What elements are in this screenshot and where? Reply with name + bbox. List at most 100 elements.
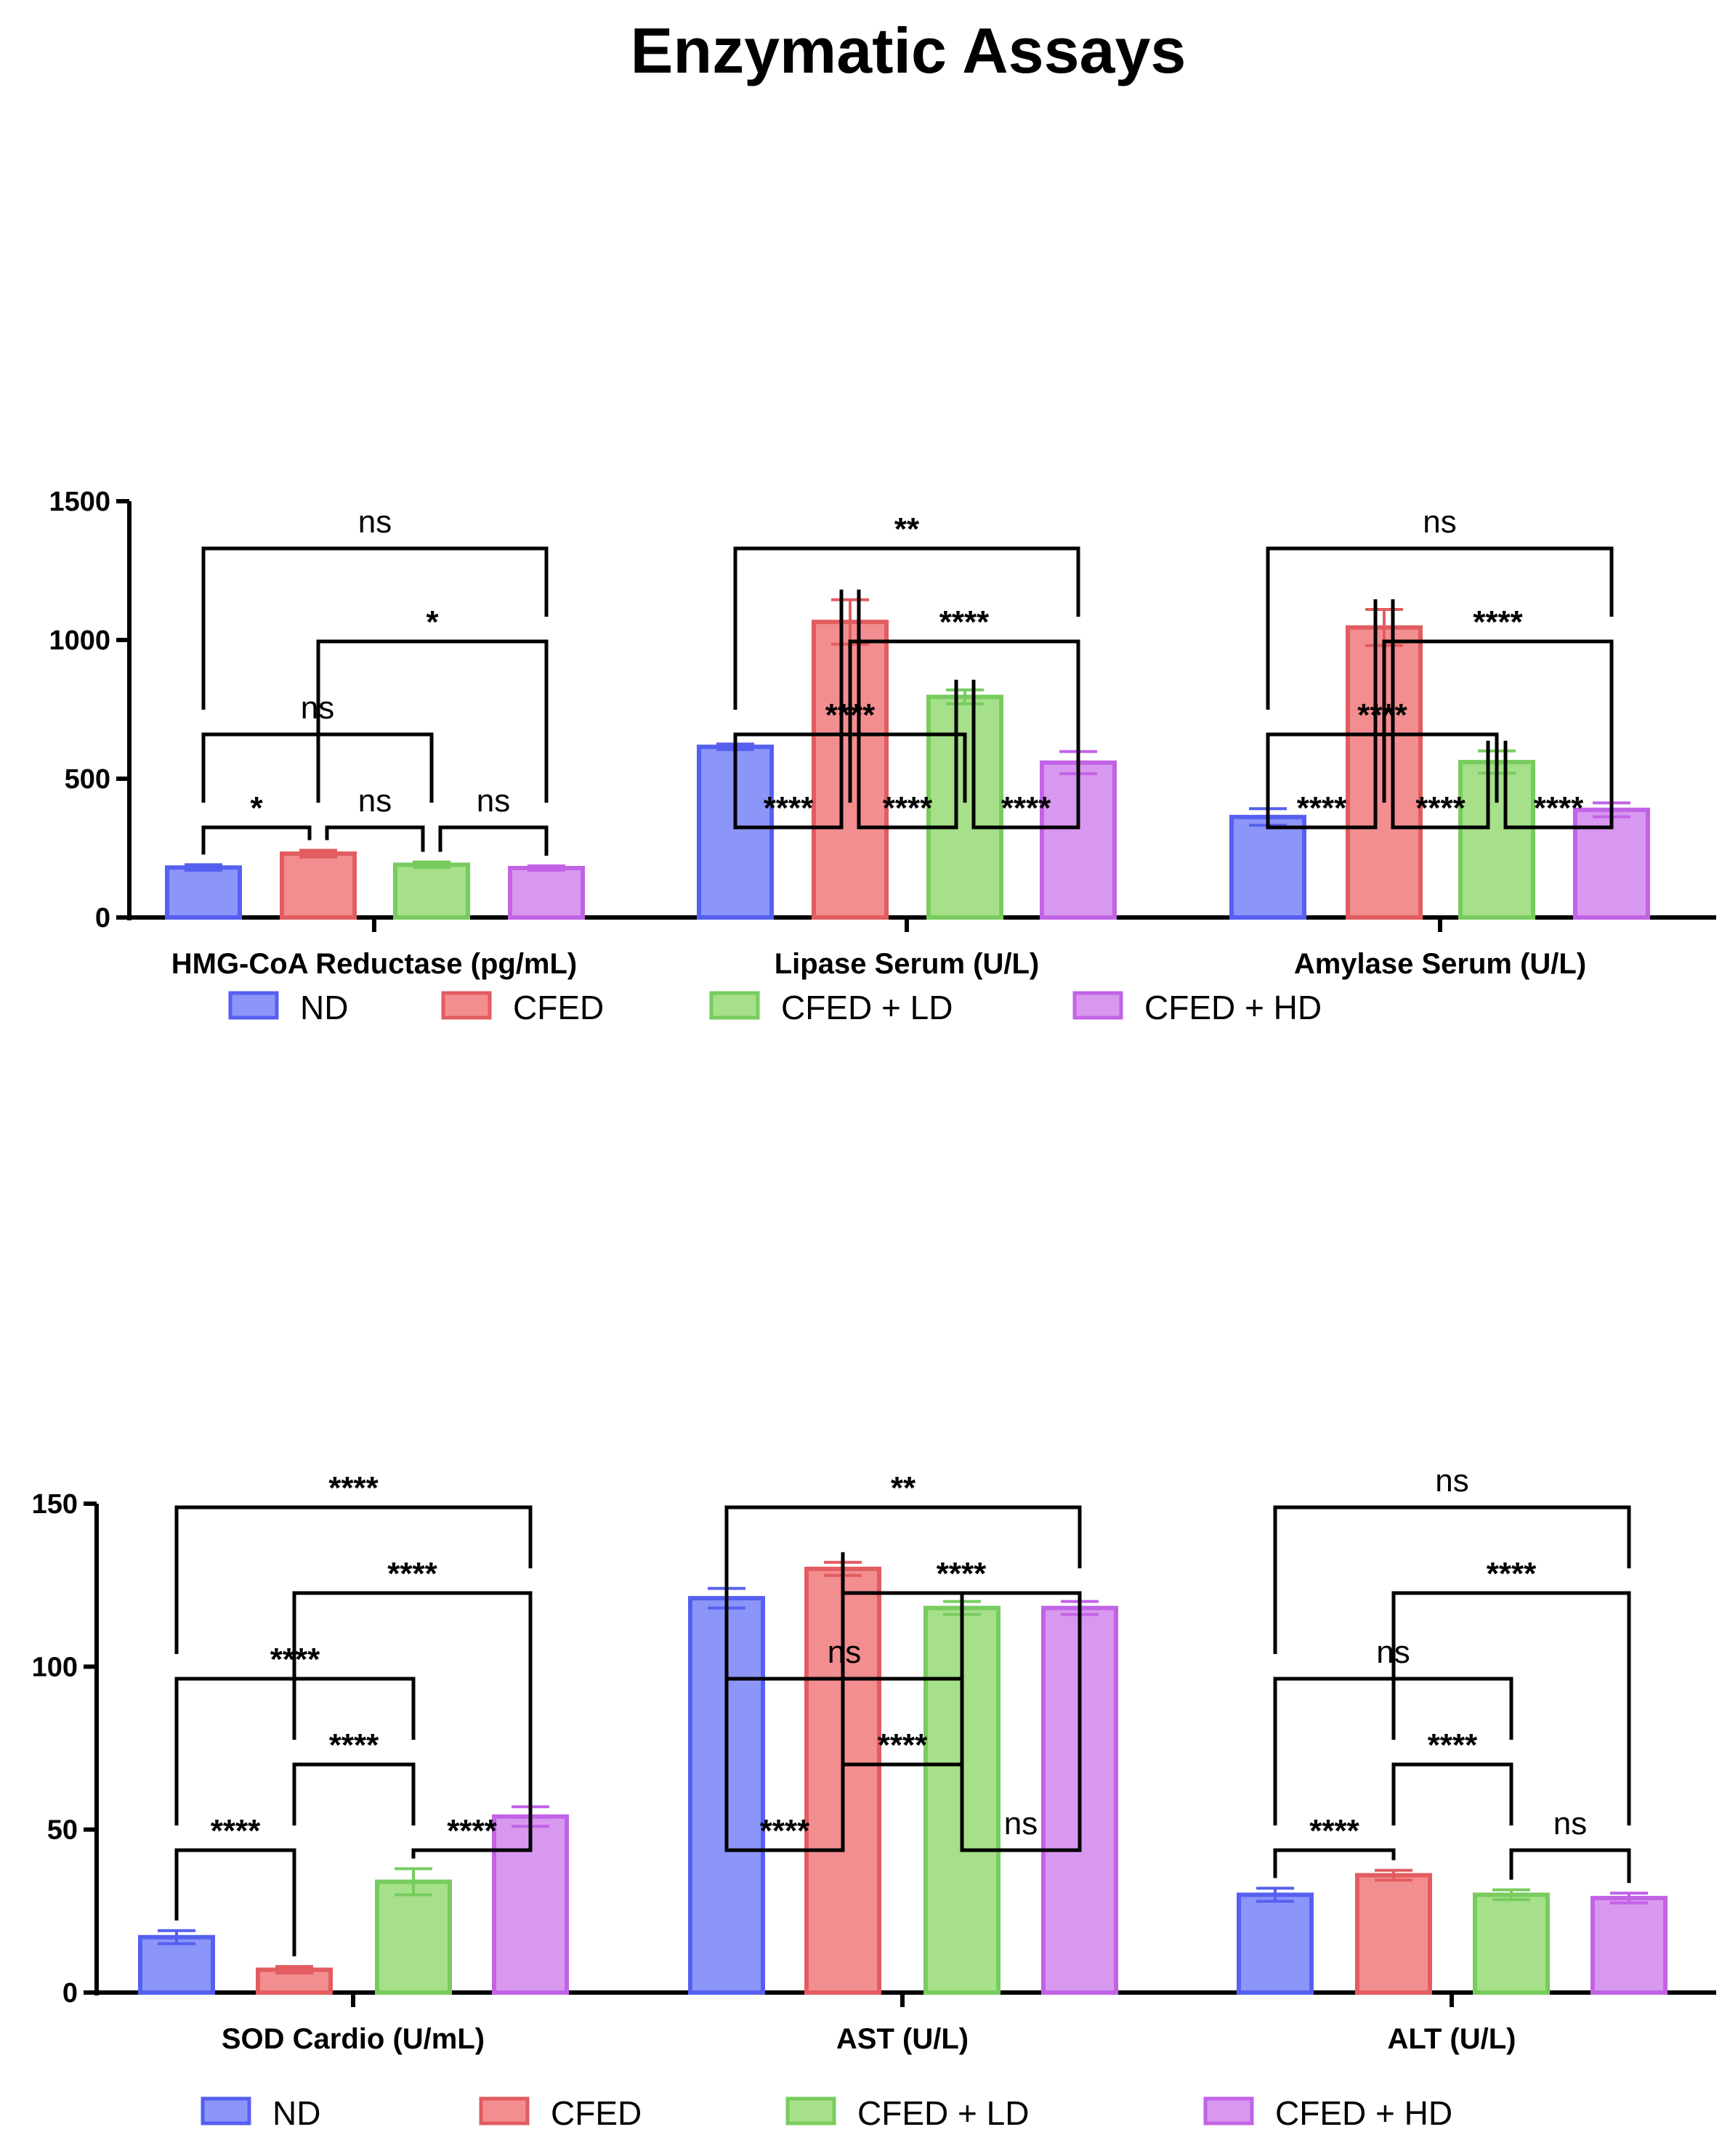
significance-label: **** xyxy=(329,1727,379,1763)
legend-item: CFED + LD xyxy=(785,2094,1029,2132)
x-group-label: HMG-CoA Reductase (pg/mL) xyxy=(171,948,578,980)
significance-bracket xyxy=(1509,1848,1631,1884)
significance-label: **** xyxy=(937,1556,987,1592)
significance-bracket xyxy=(1266,546,1614,710)
legend-label: CFED xyxy=(513,989,604,1026)
x-group-label: Amylase Serum (U/L) xyxy=(1294,948,1586,980)
significance-label: **** xyxy=(1473,604,1523,640)
significance-label: ns xyxy=(1553,1806,1587,1841)
legend-item: CFED + HD xyxy=(1072,989,1322,1026)
legend-swatch xyxy=(441,991,492,1020)
bar-nd xyxy=(1229,814,1306,920)
significance-label: **** xyxy=(939,604,990,640)
legend-swatch xyxy=(201,2096,251,2125)
bar-cfed-ld xyxy=(375,1879,452,1995)
group-2: Amylase Serum (U/L)**** **** ************n… xyxy=(1229,504,1650,980)
legend-item: CFED xyxy=(479,2094,642,2132)
group-0: SOD Cardio (U/mL)**** *******************… xyxy=(138,1470,569,2055)
y-tick-label: 50 xyxy=(47,1815,78,1846)
significance-label: * xyxy=(426,604,439,640)
significance-bracket xyxy=(292,1762,416,1825)
y-tick-label: 0 xyxy=(62,1978,78,2009)
significance-label: **** xyxy=(447,1813,497,1849)
significance-bracket xyxy=(1391,1591,1631,1825)
significance-label: **** xyxy=(387,1556,437,1592)
significance-bracket xyxy=(857,589,958,830)
bar-cfed-hd xyxy=(1590,1895,1668,1995)
legend-label: ND xyxy=(272,2094,320,2132)
bar-nd xyxy=(165,865,242,920)
significance-label: ns xyxy=(1423,504,1456,540)
group-1: AST (U/L)**** ns****ns****** xyxy=(688,1470,1118,2055)
legend-label: CFED xyxy=(551,2094,642,2132)
significance-label: ns xyxy=(358,783,392,819)
panel-top: 0 500 1000 1500 HMG-CoA Reductase (pg/mL) * ns… xyxy=(49,487,1716,1026)
significance-bracket xyxy=(1503,740,1614,830)
y-tick-label: 1500 xyxy=(49,487,110,517)
significance-bracket xyxy=(438,825,549,856)
legend-item: CFED + LD xyxy=(709,989,953,1026)
significance-bracket xyxy=(1266,599,1378,830)
significance-label: **** xyxy=(883,790,933,826)
significance-bracket xyxy=(724,1505,1082,1654)
legend-swatch xyxy=(479,2096,530,2125)
significance-bracket xyxy=(733,546,1080,710)
x-group-label: ALT (U/L) xyxy=(1388,2023,1516,2055)
significance-label: * xyxy=(250,790,263,826)
significance-bracket xyxy=(1273,1848,1396,1879)
group-1: Lipase Serum (U/L)**** **** ************** xyxy=(697,511,1117,980)
x-group-label: AST (U/L) xyxy=(836,2023,969,2055)
group-2: ALT (U/L)**** ns****ns****ns xyxy=(1237,1463,1668,2055)
significance-label: **** xyxy=(1415,790,1466,826)
legend-label: CFED + HD xyxy=(1275,2094,1452,2132)
bar-nd xyxy=(1237,1892,1314,1995)
y-tick-label: 1000 xyxy=(49,625,110,656)
legend-label: CFED + LD xyxy=(781,989,953,1026)
significance-label: **** xyxy=(1428,1727,1478,1763)
significance-label: **** xyxy=(1487,1556,1537,1592)
bar-cfed xyxy=(280,851,357,920)
significance-label: **** xyxy=(878,1727,928,1763)
significance-bracket xyxy=(848,639,1080,803)
significance-label: ns xyxy=(1435,1463,1468,1499)
significance-bracket xyxy=(841,1762,964,1825)
legend: ND CFED CFED + LD CFED + HD xyxy=(201,2094,1452,2132)
significance-bracket xyxy=(1273,1505,1631,1654)
significance-bracket xyxy=(292,1591,533,1825)
significance-label: ** xyxy=(891,1470,916,1506)
significance-bracket xyxy=(1391,599,1490,830)
bar-nd xyxy=(138,1934,215,1995)
significance-label: ns xyxy=(358,504,392,540)
legend-label: CFED + LD xyxy=(857,2094,1029,2132)
legend: ND CFED CFED + LD CFED + HD xyxy=(228,989,1322,1026)
legend-swatch xyxy=(1203,2096,1254,2125)
significance-bracket xyxy=(201,546,549,710)
figure-title: Enzymatic Assays xyxy=(631,15,1187,86)
legend-item: CFED + HD xyxy=(1203,2094,1452,2132)
legend-swatch xyxy=(785,2096,836,2125)
bar-cfed-ld xyxy=(926,694,1003,920)
bar-cfed-ld xyxy=(1458,760,1535,920)
legend-swatch xyxy=(228,991,279,1020)
bar-cfed-ld xyxy=(1473,1892,1550,1995)
x-group-label: SOD Cardio (U/mL) xyxy=(222,2023,485,2055)
legend-label: ND xyxy=(300,989,348,1026)
legend-item: ND xyxy=(201,2094,320,2132)
x-group-label: Lipase Serum (U/L) xyxy=(775,948,1040,980)
significance-bracket xyxy=(174,1848,296,1957)
significance-label: ns xyxy=(1004,1806,1038,1841)
significance-label: **** xyxy=(764,790,814,826)
significance-bracket xyxy=(325,825,425,852)
legend-item: ND xyxy=(228,989,348,1026)
significance-bracket xyxy=(1382,639,1614,803)
y-tick-label: 500 xyxy=(65,764,110,795)
bar-cfed-hd xyxy=(508,866,585,920)
significance-label: **** xyxy=(1309,1813,1359,1849)
significance-bracket xyxy=(316,639,549,803)
significance-label: **** xyxy=(1001,790,1051,826)
significance-bracket xyxy=(201,825,312,855)
legend-item: CFED xyxy=(441,989,604,1026)
legend-swatch xyxy=(1072,991,1123,1020)
